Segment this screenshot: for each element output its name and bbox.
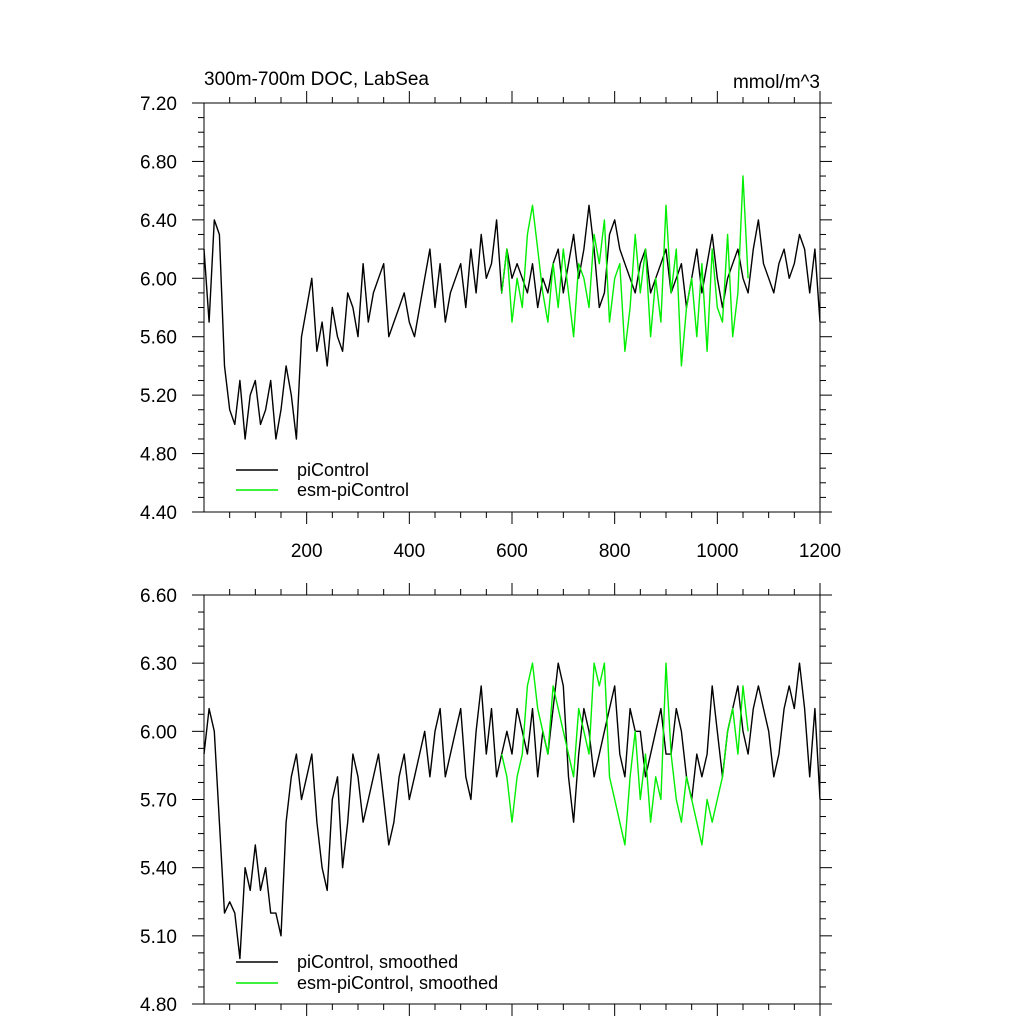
y-tick-label: 4.80 xyxy=(140,445,177,466)
y-tick-label: 5.20 xyxy=(140,386,177,407)
x-tick-label: 200 xyxy=(291,541,323,562)
top-title: 300m-700m DOC, LabSea xyxy=(204,69,429,90)
bottom-panel: 4.80 5.10 5.40 5.70 6.00 6.30 6.60 piControl, s… xyxy=(140,583,832,1016)
x-tick-label: 800 xyxy=(599,541,631,562)
y-tick-label: 7.20 xyxy=(140,94,177,115)
series-line-esm-picontrol-smoothed xyxy=(501,662,749,846)
y-tick-label: 6.40 xyxy=(140,211,177,232)
y-tick-label: 4.40 xyxy=(140,503,177,524)
series-line-picontrol-smoothed xyxy=(203,662,821,960)
x-tick-label: 1200 xyxy=(799,541,841,562)
legend-label: piControl xyxy=(297,460,369,480)
y-tick-label: 5.40 xyxy=(140,859,177,880)
y-tick-label: 6.00 xyxy=(140,722,177,743)
x-tick-label: 1000 xyxy=(696,541,738,562)
legend-label: esm-piControl xyxy=(297,480,409,500)
top-units: mmol/m^3 xyxy=(733,72,820,93)
plot-frame xyxy=(203,594,821,1005)
top-panel: 300m-700m DOC, LabSea mmol/m^3 4.40 4.80 5… xyxy=(140,69,841,562)
plot-frame xyxy=(203,102,821,513)
series-line-esm-picontrol xyxy=(501,175,749,367)
series-line-picontrol xyxy=(203,204,821,440)
y-tick-label: 5.60 xyxy=(140,328,177,349)
legend-label: piControl, smoothed xyxy=(297,952,458,972)
legend-label: esm-piControl, smoothed xyxy=(297,973,498,993)
y-tick-label: 6.00 xyxy=(140,269,177,290)
x-tick-label: 400 xyxy=(393,541,425,562)
y-tick-label: 6.60 xyxy=(140,586,177,607)
y-tick-label: 6.30 xyxy=(140,654,177,675)
y-tick-label: 5.10 xyxy=(140,927,177,948)
y-tick-label: 4.80 xyxy=(140,995,177,1016)
y-tick-label: 6.80 xyxy=(140,152,177,173)
y-tick-label: 5.70 xyxy=(140,791,177,812)
x-tick-label: 600 xyxy=(496,541,528,562)
